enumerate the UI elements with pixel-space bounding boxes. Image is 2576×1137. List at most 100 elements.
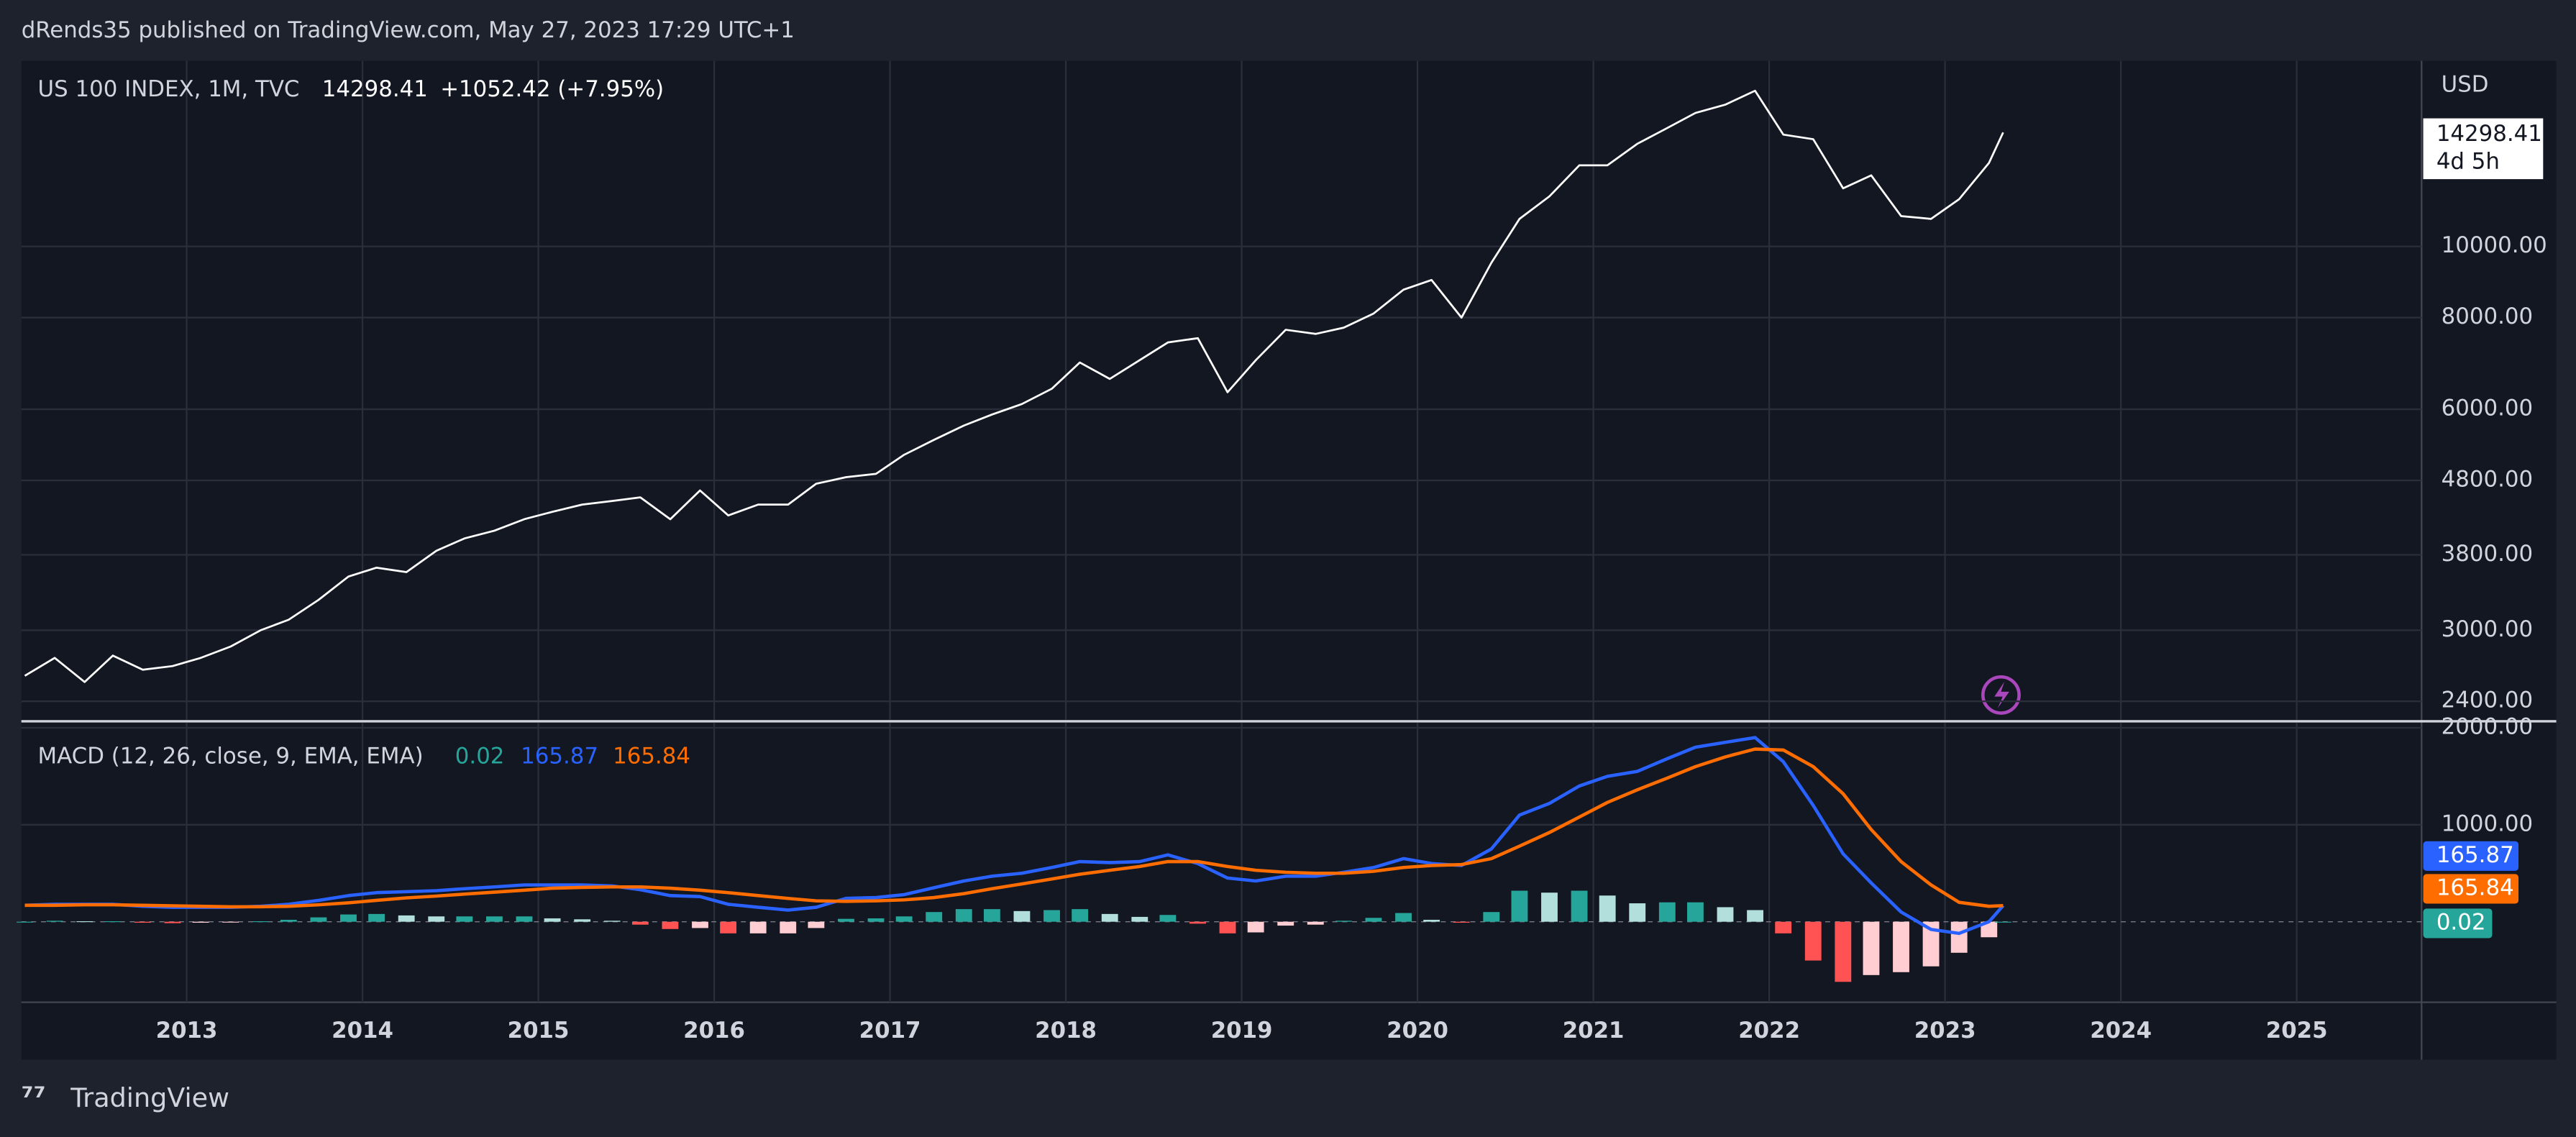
hist-axis-label: 0.02 [2436, 909, 2486, 935]
histogram-bar [104, 921, 122, 923]
histogram-bar [1453, 921, 1470, 923]
histogram-bar [1775, 921, 1792, 933]
histogram-bar [1804, 921, 1822, 961]
histogram-bar [983, 909, 1000, 922]
last-price-axis-label: 14298.41 [2436, 121, 2542, 147]
x-tick-label: 2019 [1211, 1018, 1273, 1044]
histogram-bar [838, 918, 854, 922]
chart-area [21, 60, 2557, 1060]
histogram-bar [516, 916, 533, 922]
histogram-bar [1747, 910, 1763, 922]
histogram-bar [780, 921, 797, 933]
histogram-bar [192, 921, 209, 923]
hist-tag [2423, 908, 2493, 939]
histogram-bar [1863, 921, 1880, 975]
histogram-bar [1013, 910, 1031, 922]
histogram-bar [1994, 921, 2011, 923]
hist-legend: 0.02 [455, 744, 505, 770]
svg-text:⁷⁷: ⁷⁷ [22, 1082, 46, 1114]
histogram-bar [720, 921, 737, 933]
signal-legend: 165.84 [613, 744, 690, 770]
x-tick-label: 2022 [1738, 1018, 1800, 1044]
histogram-bar [895, 916, 913, 922]
macd-axis-label: 165.87 [2436, 842, 2514, 868]
histogram-bar [428, 916, 445, 922]
macd-legend: 165.87 [521, 744, 598, 770]
histogram-bar [1131, 916, 1148, 922]
histogram-bar [1277, 921, 1294, 926]
x-tick-label: 2023 [1914, 1018, 1976, 1044]
y-tick-label: 1000.00 [2442, 810, 2533, 836]
signal-line [24, 747, 2004, 909]
histogram-bar [662, 921, 679, 929]
symbol-title: US 100 INDEX, 1M, TVC [38, 76, 300, 102]
signal-tag [2423, 874, 2519, 904]
histogram-bar [1717, 907, 1734, 922]
brand: TradingView [70, 1082, 229, 1113]
histogram-bar [749, 921, 767, 933]
histogram-bar [368, 913, 385, 922]
histogram-bar [1922, 921, 1940, 967]
y-tick-label: 4800.00 [2442, 466, 2533, 492]
histogram-bar [17, 921, 34, 923]
histogram-bar [398, 915, 415, 922]
histogram-bar [1687, 902, 1704, 922]
histogram-bar [456, 916, 473, 922]
histogram-bar [222, 921, 239, 923]
logo: ⁷⁷ [22, 1082, 46, 1114]
histogram-bar [808, 921, 825, 928]
histogram-bar [1599, 895, 1616, 922]
histogram-bar [1101, 913, 1118, 922]
y-tick-label: 6000.00 [2442, 396, 2533, 421]
histogram-bar [1219, 921, 1236, 933]
histogram-bar [574, 919, 591, 922]
grid [21, 60, 2422, 1003]
histogram-bar [340, 914, 357, 922]
labels: USD US 100 INDEX, 1M, TVC 14298.41 +1052… [38, 71, 2547, 1044]
histogram-bar [926, 912, 943, 922]
histogram-bar [544, 918, 561, 922]
x-tick-label: 2020 [1387, 1018, 1448, 1044]
last-price-tag [2423, 118, 2544, 180]
macd-title: MACD (12, 26, close, 9, EMA, EMA) [38, 744, 424, 770]
histogram-bar [1893, 921, 1909, 972]
price-change: +1052.42 (+7.95%) [440, 76, 664, 102]
y-tick-label: 10000.00 [2442, 232, 2547, 258]
signal-axis-label: 165.84 [2436, 875, 2514, 900]
histogram-bar [1043, 910, 1060, 922]
x-tick-label: 2016 [683, 1018, 745, 1044]
histogram-bar [1483, 912, 1500, 922]
y-tick-label: 3000.00 [2442, 616, 2533, 642]
x-tick-label: 2013 [156, 1018, 218, 1044]
histogram-bar [631, 921, 649, 925]
publish-info: dRends35 published on TradingView.com, M… [22, 17, 795, 43]
last-price: 14298.41 [322, 76, 428, 102]
histogram-bar [1247, 921, 1264, 933]
histogram-bar [955, 909, 972, 922]
marks [17, 89, 2011, 982]
macd-line [24, 736, 2005, 936]
histogram-bar [164, 921, 181, 923]
histogram-bar [252, 921, 269, 923]
x-tick-label: 2018 [1035, 1018, 1097, 1044]
histogram-bar [1835, 921, 1852, 982]
histogram-bar [867, 918, 885, 922]
countdown: 4d 5h [2436, 149, 2500, 175]
y-tick-label: 2000.00 [2442, 713, 2533, 739]
histogram-bar [1511, 890, 1528, 922]
x-tick-label: 2015 [508, 1018, 570, 1044]
histogram-bar [1072, 909, 1089, 922]
histogram-bar [486, 916, 503, 922]
histogram-bar [134, 921, 151, 923]
histogram-bar [1189, 921, 1206, 924]
histogram-bar [1395, 913, 1412, 922]
price-line [24, 89, 2004, 683]
histogram-bar [1658, 902, 1676, 922]
y-tick-label: 2400.00 [2442, 688, 2533, 713]
x-tick-label: 2014 [332, 1018, 393, 1044]
histogram-bar [1423, 919, 1440, 922]
x-tick-label: 2017 [859, 1018, 921, 1044]
x-tick-label: 2025 [2266, 1018, 2328, 1044]
x-tick-label: 2024 [2090, 1018, 2152, 1044]
